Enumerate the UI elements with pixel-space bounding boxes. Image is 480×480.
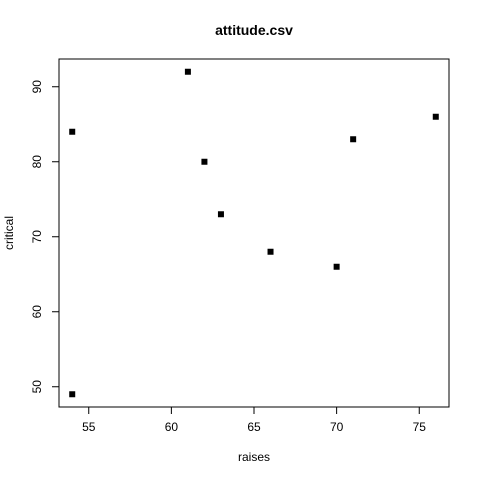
chart-title: attitude.csv: [215, 22, 293, 38]
y-axis-label: critical: [2, 216, 16, 250]
y-axis: 50 60 70 80 90: [30, 80, 60, 394]
x-axis-label: raises: [238, 450, 270, 464]
data-point: [217, 211, 224, 218]
x-tick-label: 65: [247, 420, 261, 434]
data-point: [333, 263, 340, 270]
y-tick-label: 80: [30, 155, 44, 169]
x-tick-label: 60: [165, 420, 179, 434]
data-point: [184, 68, 191, 75]
data-point: [432, 113, 439, 120]
plot-frame: [58, 58, 450, 408]
data-point: [69, 128, 76, 135]
data-point: [350, 136, 357, 143]
x-tick-label: 55: [82, 420, 96, 434]
x-tick-label: 70: [330, 420, 344, 434]
y-tick-label: 60: [30, 305, 44, 319]
data-point: [267, 248, 274, 255]
y-tick-label: 90: [30, 80, 44, 94]
data-point: [201, 158, 208, 165]
y-tick-label: 70: [30, 230, 44, 244]
data-points: [69, 68, 439, 398]
y-tick-label: 50: [30, 380, 44, 394]
x-axis: 55 60 65 70 75: [82, 406, 427, 434]
data-point: [69, 391, 76, 398]
x-tick-label: 75: [413, 420, 427, 434]
